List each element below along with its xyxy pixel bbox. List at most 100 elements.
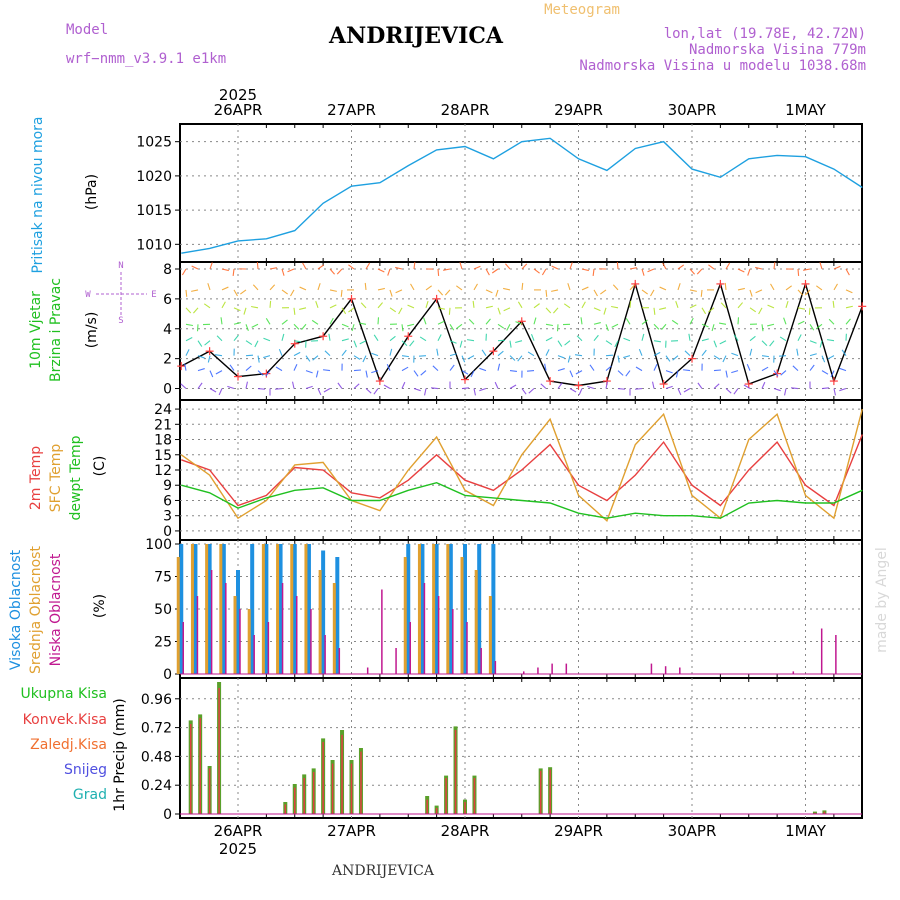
wind-vector — [567, 355, 571, 363]
temp-label-2: SFC Temp — [48, 444, 64, 513]
temp-ytick-label: 18 — [154, 433, 172, 449]
wind-vector — [617, 370, 624, 376]
wind-vector — [623, 337, 631, 342]
altitude-label: Nadmorska Visina 779m — [689, 42, 866, 58]
wind-vector — [761, 324, 764, 332]
wind-vector — [592, 268, 595, 277]
precip-bar — [312, 772, 315, 814]
wind-vector — [671, 319, 679, 325]
wind-vector — [437, 268, 440, 277]
wind-vector — [533, 268, 540, 274]
precip-ytick-label: 0.96 — [141, 692, 172, 708]
wind-vector — [515, 321, 523, 325]
bottom-date-label: 30APR — [668, 822, 717, 840]
wind-vector — [797, 268, 800, 277]
wind-vector — [575, 370, 583, 375]
top-date-label: 1MAY — [785, 101, 827, 119]
wind-vector — [233, 334, 239, 342]
wind-vector — [652, 381, 655, 389]
wind-vector — [220, 317, 223, 325]
wind-vector — [557, 368, 565, 372]
wind-vector — [437, 334, 442, 341]
wind-vector — [708, 307, 715, 313]
wind-vector — [305, 355, 311, 362]
wind-vector — [545, 349, 550, 356]
wind-vector — [389, 348, 393, 356]
precip-unit: 1hr Precip (mm) — [112, 698, 128, 811]
cloud-bar — [494, 661, 497, 674]
wind-vector — [796, 348, 799, 356]
cloud-bar — [488, 596, 492, 674]
wind-vector — [755, 266, 763, 270]
wind-vector — [845, 289, 853, 294]
wind-vector — [341, 323, 349, 328]
cloud-bar — [335, 557, 340, 674]
wind-vector — [677, 283, 681, 291]
precip-ytick-label: 0.72 — [141, 721, 172, 737]
wind-ytick-label: 8 — [163, 262, 172, 278]
wind-vector — [281, 268, 285, 276]
wind-vector — [541, 268, 547, 276]
wind-vector — [780, 370, 787, 376]
wind-vector — [827, 339, 835, 342]
wind-vector — [263, 355, 271, 359]
wind-vector — [576, 335, 583, 342]
wind-vector — [581, 268, 589, 272]
wind-vector — [713, 355, 721, 360]
wind-vector — [544, 363, 547, 371]
wind-vector — [589, 364, 595, 371]
temp-ytick-label: 0 — [163, 524, 172, 540]
wind-vector — [821, 370, 829, 375]
wind-vector — [456, 285, 463, 291]
wind-vector — [564, 340, 571, 346]
wind-vector — [533, 317, 537, 325]
wind-vector — [605, 340, 613, 345]
wind-vector — [839, 367, 847, 372]
wind-vector — [653, 351, 661, 357]
wind-vector — [317, 283, 321, 291]
wind-vector — [256, 261, 259, 270]
temp-ytick-label: 15 — [154, 448, 172, 464]
wind-vector — [623, 355, 631, 359]
wind-vector — [227, 385, 235, 390]
wind-vector — [767, 323, 775, 327]
temp-ytick-label: 3 — [163, 509, 172, 525]
precip-bar — [208, 768, 211, 814]
wind-vector — [281, 289, 288, 295]
footer-station: ANDRIJEVICA — [331, 863, 435, 879]
cloud-bar — [460, 557, 464, 674]
wind-vector — [722, 355, 727, 363]
wind-vector — [419, 336, 427, 342]
wind-vector — [683, 388, 691, 393]
wind-vector — [437, 307, 445, 310]
wind-vector — [725, 262, 731, 270]
wind-vector — [719, 322, 727, 325]
wind-vector — [365, 370, 368, 378]
precip-bar — [823, 811, 826, 814]
precip-bar — [218, 688, 220, 814]
compass-e: E — [151, 290, 156, 300]
wind-vector — [731, 370, 739, 374]
wind-vector — [401, 366, 409, 372]
wind-vector — [472, 300, 475, 308]
wind-vector — [430, 387, 439, 390]
wind-vector — [373, 388, 379, 395]
wind-vector — [305, 385, 313, 390]
cloud-bar — [338, 648, 341, 674]
cloud-bar — [491, 544, 496, 674]
wind-vector — [269, 300, 272, 308]
wind-vector — [329, 317, 334, 325]
wind-vector — [203, 303, 211, 309]
cloud-bar — [292, 544, 297, 674]
bottom-date-label: 29APR — [554, 822, 603, 840]
wind-vector — [580, 317, 583, 325]
precip-label-total: Ukupna Kisa — [20, 686, 107, 702]
wind-vector — [653, 364, 658, 371]
wind-vector — [797, 289, 804, 296]
cloud-bar — [236, 570, 240, 674]
wind-vector — [701, 349, 707, 356]
wind-vector — [509, 370, 518, 372]
wind-vector — [299, 307, 307, 310]
wind-vector — [647, 268, 655, 273]
wind-vector — [504, 263, 511, 270]
